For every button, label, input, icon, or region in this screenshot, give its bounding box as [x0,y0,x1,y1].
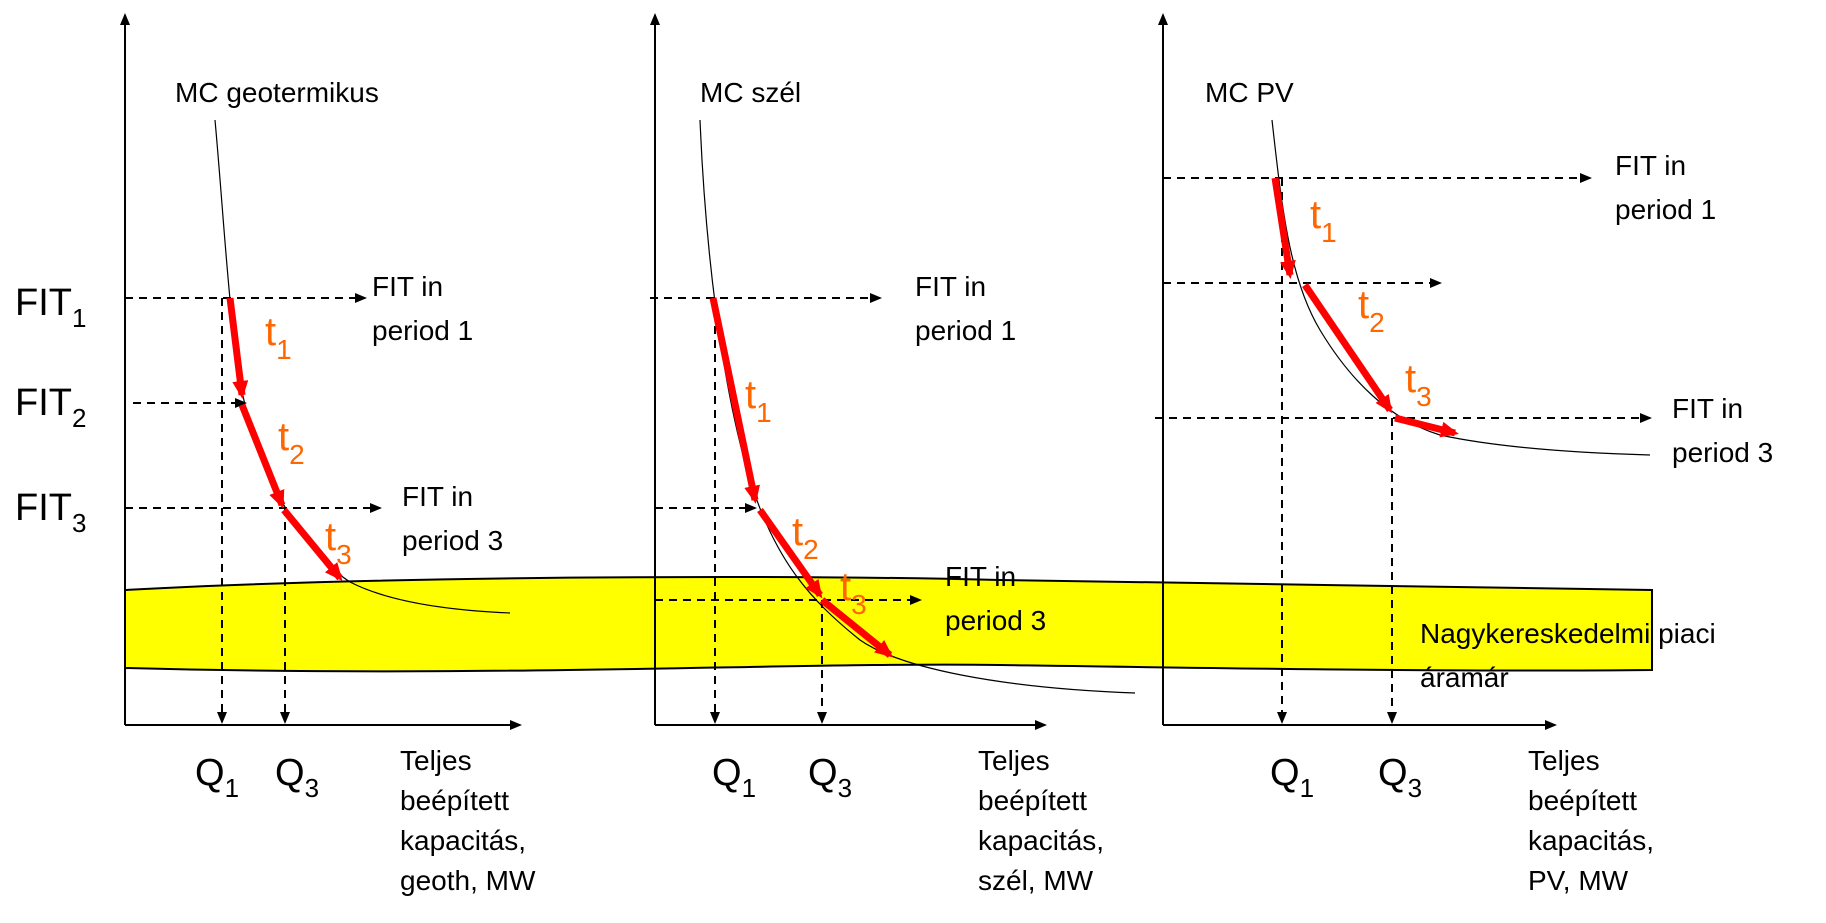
wholesale-price-band [124,576,1653,673]
step-label-t2: t2 [792,510,819,565]
x-axis-title: Teljes beépített kapacitás, geoth, MW [400,745,536,896]
step-label-t3: t3 [325,515,352,570]
q1-label: Q1 [1270,752,1314,803]
step-arrow-3 [1394,414,1459,438]
curve-label: MC geotermikus [175,77,379,108]
step-label-t3: t3 [840,565,867,620]
mc-curve [699,119,1136,694]
panel-geothermal: MC geotermikus FIT1 FIT2 FIT3 FIT in peri… [15,13,536,896]
q3-label: Q3 [808,752,852,803]
curve-label: MC PV [1205,77,1294,108]
curve-label: MC szél [700,77,801,108]
x-axis-title: Teljes beépített kapacitás, szél, MW [978,745,1112,896]
step-label-t2: t2 [278,415,305,470]
fit2-label: FIT2 [15,382,86,433]
band-label: Nagykereskedelmi piaci áramár [1420,618,1723,693]
fit-note-period1: FIT in period 1 [1615,150,1716,225]
step-label-t1: t1 [745,373,772,428]
q1-label: Q1 [195,752,239,803]
step-arrow-1 [709,297,760,504]
panel-wind: MC szél FIT in period 1 FIT in period 3 t1… [650,13,1136,896]
mc-curve [1271,119,1651,456]
step-arrow-2 [1302,283,1393,414]
x-axis-title: Teljes beépített kapacitás, PV, MW [1528,745,1662,896]
step-label-t1: t1 [1310,193,1337,248]
step-arrow-3 [281,507,343,582]
fit1-label: FIT1 [15,282,86,333]
step-arrow-2 [757,507,823,599]
step-arrow-3 [819,597,894,658]
fit-note-period3: FIT in period 3 [402,481,503,556]
fit-note-period1: FIT in period 1 [915,271,1016,346]
step-arrow-2 [238,403,286,509]
fit-note-period1: FIT in period 1 [372,271,473,346]
fit-note-period3: FIT in period 3 [1672,393,1773,468]
step-label-t1: t1 [265,310,292,365]
step-arrow-1 [1271,177,1296,279]
step-label-t2: t2 [1358,283,1385,338]
step-arrow-1 [226,297,249,399]
fit-note-period3: FIT in period 3 [945,561,1046,636]
step-label-t3: t3 [1405,357,1432,412]
q3-label: Q3 [1378,752,1422,803]
q3-label: Q3 [275,752,319,803]
panel-pv: MC PV FIT in period 1 FIT in period 3 t1 t… [1155,13,1773,896]
q1-label: Q1 [712,752,756,803]
fit3-label: FIT3 [15,487,86,538]
